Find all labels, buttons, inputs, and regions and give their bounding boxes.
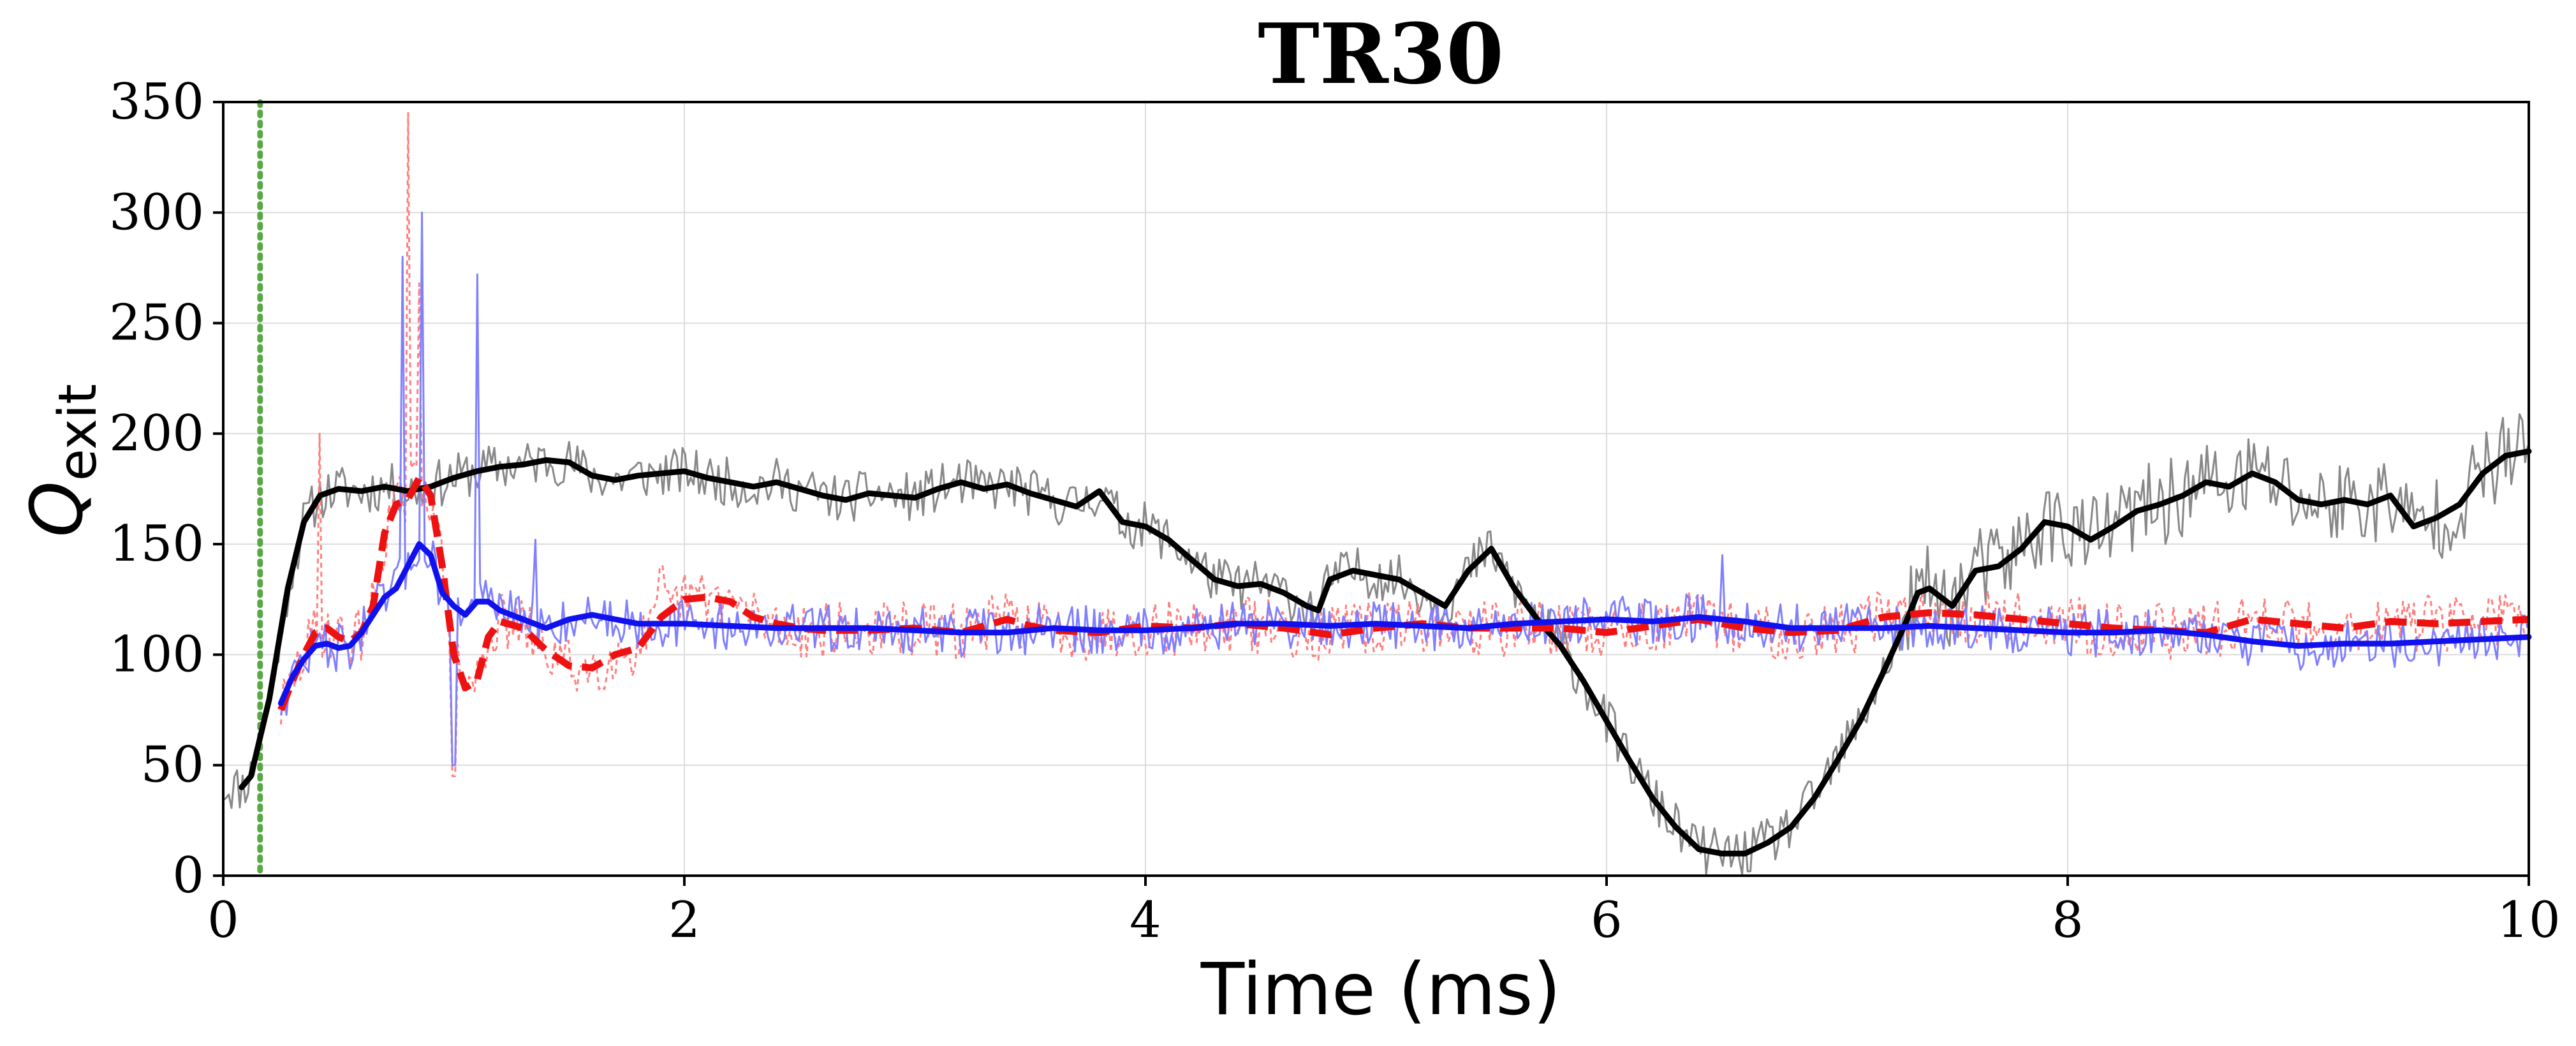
x-axis-ticks: 0 2 4 6 8 10 [207, 876, 2561, 949]
grid [223, 101, 2529, 876]
y-axis-label-subscript: exit [48, 384, 108, 481]
chart-title: TR30 [1258, 5, 1504, 103]
series-1-raw-line [223, 413, 2529, 876]
y-tick-label: 100 [109, 626, 204, 683]
x-tick-label: 8 [2052, 892, 2084, 949]
x-tick-label: 4 [1130, 892, 1161, 949]
y-tick-label: 0 [172, 847, 204, 904]
x-tick-label: 0 [207, 892, 239, 949]
y-axis-label-main: Q [16, 481, 99, 537]
series-2-line [277, 474, 2529, 712]
series-3-line [277, 541, 2532, 707]
x-tick-label: 2 [668, 892, 700, 949]
y-axis-label: Qexit [16, 384, 108, 538]
y-tick-label: 350 [109, 73, 204, 131]
x-tick-label: 10 [2497, 892, 2560, 949]
y-tick-label: 50 [141, 737, 204, 794]
y-axis-ticks: 0 50 100 150 200 250 300 350 [109, 73, 223, 904]
series-layer [223, 112, 2532, 876]
series-1-line [239, 448, 2532, 857]
series-2-raw-line [279, 112, 2528, 777]
y-tick-label: 300 [109, 184, 204, 241]
x-tick-label: 6 [1591, 892, 1623, 949]
y-tick-label: 150 [109, 515, 204, 573]
x-axis-label: Time (ms) [1200, 948, 1561, 1031]
plot-frame [222, 101, 2530, 877]
y-tick-label: 250 [109, 295, 204, 352]
y-tick-label: 200 [109, 405, 204, 462]
